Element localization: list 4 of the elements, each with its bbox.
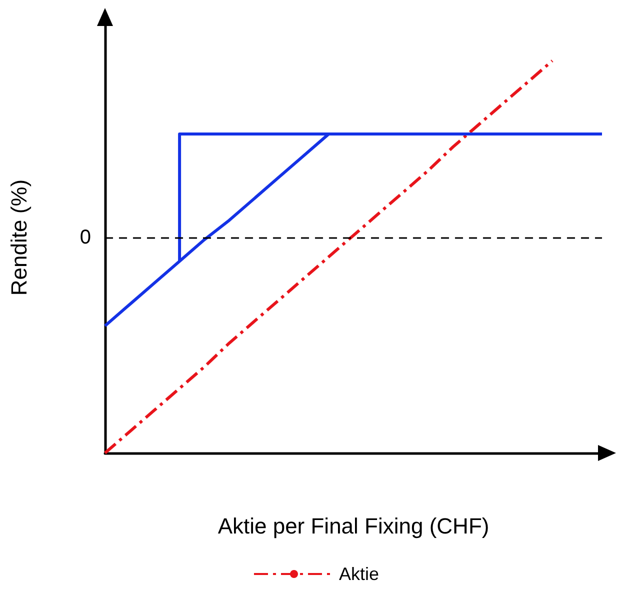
ref-line-label: 0 — [80, 226, 91, 248]
x-axis-title: Aktie per Final Fixing (CHF) — [218, 514, 490, 538]
y-axis-title: Rendite (%) — [6, 179, 32, 296]
legend-label: Aktie — [338, 564, 380, 584]
